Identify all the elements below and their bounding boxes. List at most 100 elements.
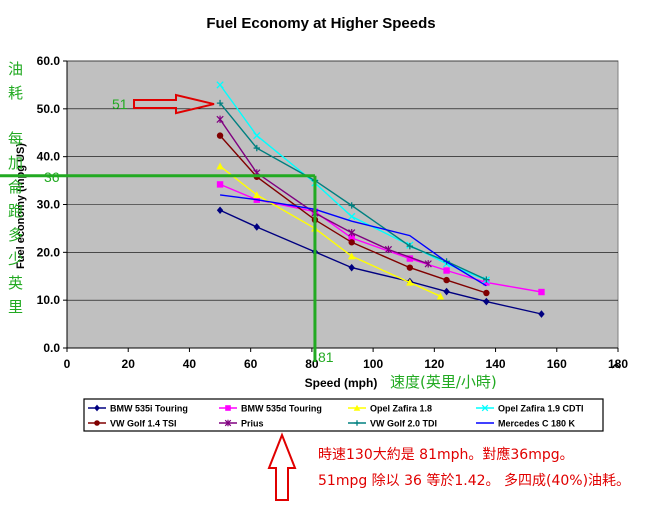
data-point bbox=[216, 181, 224, 188]
arrow-to-51-point bbox=[133, 93, 215, 115]
legend: BMW 535i Touring BMW 535d Touring Opel Zaf… bbox=[83, 398, 604, 432]
chart-title: Fuel Economy at Higher Speeds bbox=[206, 15, 435, 32]
data-point bbox=[216, 81, 224, 89]
legend-entry: Prius bbox=[219, 419, 264, 429]
data-point bbox=[443, 287, 450, 296]
x-tick-label: 0 bbox=[64, 357, 71, 371]
y-tick-label: 60.0 bbox=[37, 54, 61, 68]
vertical-label-char: 英 bbox=[8, 274, 23, 292]
legend-swatch-marker bbox=[225, 405, 231, 411]
y-tick-label: 30.0 bbox=[37, 198, 61, 212]
note-line-2: 51mpg 除以 36 等於1.42。 多四成(40%)油耗。 bbox=[318, 472, 630, 489]
label-51: 51 bbox=[112, 96, 128, 112]
label-81: 81 bbox=[318, 349, 334, 365]
data-point bbox=[483, 276, 490, 283]
legend-label: VW Golf 1.4 TSI bbox=[110, 419, 177, 429]
y-axis-label: Fuel economy (mpg US) bbox=[15, 143, 27, 269]
legend-label: VW Golf 2.0 TDI bbox=[370, 419, 437, 429]
data-point bbox=[483, 289, 490, 297]
legend-label: Opel Zafira 1.9 CDTI bbox=[498, 404, 584, 414]
data-point bbox=[253, 131, 261, 140]
legend-label: Mercedes C 180 K bbox=[498, 419, 576, 429]
legend-label: BMW 535i Touring bbox=[110, 404, 188, 414]
data-point bbox=[348, 212, 356, 221]
legend-entry: VW Golf 1.4 TSI bbox=[88, 419, 177, 429]
y-tick-label: 10.0 bbox=[37, 293, 61, 307]
y-tick-label: 50.0 bbox=[37, 102, 61, 116]
vertical-label-char: 多 bbox=[8, 226, 23, 244]
data-point bbox=[406, 242, 414, 250]
up-arrow-to-legend bbox=[267, 432, 297, 501]
data-point bbox=[538, 288, 545, 296]
series-line bbox=[219, 119, 429, 265]
data-point bbox=[216, 115, 224, 124]
legend-entry: Opel Zafira 1.9 CDTI bbox=[476, 404, 584, 414]
data-point bbox=[406, 255, 414, 262]
x-tick-label: 120 bbox=[424, 357, 444, 371]
data-point bbox=[216, 99, 224, 107]
data-point bbox=[216, 132, 224, 139]
data-point bbox=[253, 223, 260, 231]
y-tick-label: 20.0 bbox=[37, 245, 61, 259]
x-axis-chinese-label: 速度(英里/小時) bbox=[390, 373, 497, 391]
vertical-label-char: 油 bbox=[8, 60, 23, 78]
x-tick-label: 180 bbox=[608, 357, 628, 371]
series-6 bbox=[216, 115, 432, 268]
series-line bbox=[220, 194, 487, 287]
data-point bbox=[406, 264, 414, 271]
x-axis-end-mark bbox=[611, 363, 621, 369]
vertical-label-char: 少 bbox=[8, 250, 23, 268]
legend-box bbox=[83, 398, 604, 432]
legend-swatch-marker bbox=[354, 420, 360, 426]
data-point bbox=[216, 162, 224, 170]
data-point bbox=[483, 297, 490, 306]
data-point bbox=[436, 292, 445, 300]
vertical-label-char: 里 bbox=[8, 298, 23, 316]
x-tick-label: 60 bbox=[244, 357, 258, 371]
legend-label: BMW 535d Touring bbox=[241, 404, 322, 414]
x-tick-label: 160 bbox=[547, 357, 567, 371]
vertical-label-char: 跑 bbox=[8, 202, 23, 220]
series-line bbox=[219, 209, 542, 315]
data-point bbox=[443, 276, 450, 284]
vertical-label-char: 耗 bbox=[8, 84, 23, 102]
x-tick-label: 20 bbox=[122, 357, 136, 371]
vertical-label-char: 侖 bbox=[8, 178, 23, 196]
data-point bbox=[384, 245, 393, 254]
legend-label: Opel Zafira 1.8 bbox=[370, 404, 432, 414]
legend-entry: BMW 535i Touring bbox=[88, 404, 188, 414]
note-line-1: 時速130大約是 81mph。對應36mpg。 bbox=[318, 446, 574, 463]
data-point bbox=[443, 267, 450, 274]
legend-entry: BMW 535d Touring bbox=[219, 404, 322, 414]
data-point bbox=[424, 260, 432, 268]
x-tick-label: 80 bbox=[305, 357, 319, 371]
legend-swatch-marker bbox=[224, 419, 232, 427]
x-tick-label: 40 bbox=[183, 357, 197, 371]
legend-entry: Opel Zafira 1.8 bbox=[348, 404, 432, 414]
data-point bbox=[348, 229, 356, 237]
series-3 bbox=[216, 162, 445, 300]
legend-swatch-marker bbox=[481, 404, 489, 412]
legend-entry: Mercedes C 180 K bbox=[476, 419, 576, 429]
series-8 bbox=[220, 194, 487, 287]
x-tick-label: 100 bbox=[363, 357, 383, 371]
data-point bbox=[216, 206, 224, 215]
x-axis-label: Speed (mph) bbox=[305, 376, 378, 390]
y-tick-label: 0.0 bbox=[43, 341, 60, 355]
vertical-label-char: 每 bbox=[8, 130, 23, 148]
y-tick-label: 40.0 bbox=[37, 150, 61, 164]
x-tick-label: 140 bbox=[486, 357, 506, 371]
label-36: 36 bbox=[44, 169, 60, 185]
series-line bbox=[219, 165, 441, 297]
data-point bbox=[253, 144, 260, 152]
data-point bbox=[538, 310, 545, 318]
data-point bbox=[348, 234, 355, 242]
legend-swatch-marker bbox=[94, 420, 100, 426]
data-point bbox=[253, 191, 261, 199]
data-point bbox=[347, 252, 356, 260]
legend-swatch-marker bbox=[94, 404, 100, 412]
data-point bbox=[348, 202, 355, 209]
data-point bbox=[406, 278, 414, 286]
